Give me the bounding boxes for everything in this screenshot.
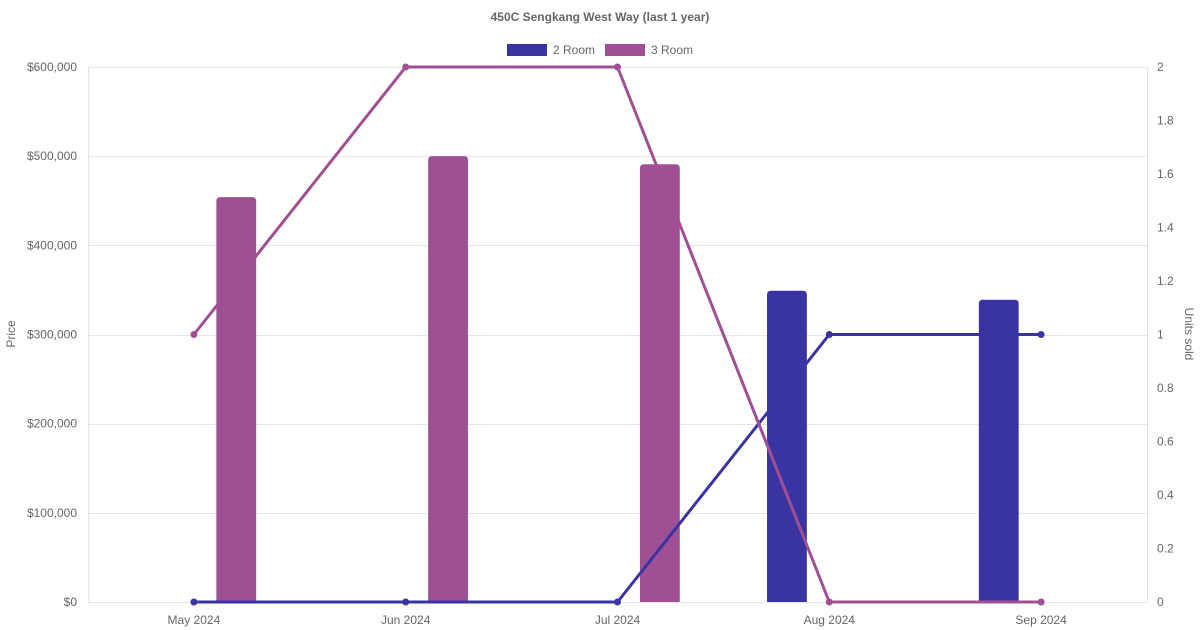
- right-tick-label: 1.8: [1157, 114, 1174, 128]
- bar-2-room: [767, 290, 807, 602]
- x-axis-ticks: May 2024 Jun 2024 Jul 2024 Aug 2024 Sep 2024: [168, 613, 1068, 627]
- legend: 2 Room 3 Room: [506, 43, 693, 57]
- point-3-room: [614, 63, 621, 71]
- left-axis-title: Price: [4, 320, 18, 348]
- x-tick-label: Jul 2024: [595, 613, 641, 627]
- x-tick-label: May 2024: [168, 613, 221, 627]
- legend-swatch: [605, 44, 645, 56]
- bars-layer: [216, 156, 1019, 603]
- point-3-room: [190, 331, 198, 338]
- point-3-room: [825, 598, 833, 606]
- point-2-room: [825, 331, 833, 338]
- right-tick-label: 1.6: [1157, 167, 1174, 181]
- bar-2-room: [978, 299, 1019, 602]
- bar-3-room: [639, 164, 680, 603]
- right-tick-label: 1: [1157, 328, 1164, 342]
- right-tick-label: 0: [1157, 595, 1164, 609]
- right-tick-label: 0.8: [1157, 381, 1174, 395]
- right-axis-title: Units sold: [1182, 308, 1196, 361]
- lines-layer: [190, 63, 1045, 606]
- bar-3-room: [428, 156, 468, 602]
- point-2-room: [1037, 331, 1045, 338]
- right-tick-label: 0.6: [1157, 435, 1174, 449]
- right-axis-ticks: 0 0.2 0.4 0.6 0.8 1 1.2 1.4 1.6 1.8 2: [1157, 60, 1174, 609]
- right-tick-label: 1.2: [1157, 274, 1174, 288]
- left-axis-ticks: $0 $100,000 $200,000 $300,000 $400,000 $500,0…: [27, 60, 77, 609]
- left-tick-label: $500,000: [27, 149, 77, 163]
- legend-swatch: [506, 44, 547, 56]
- point-3-room: [402, 63, 410, 71]
- point-3-room: [1037, 598, 1045, 606]
- x-tick-label: Sep 2024: [1015, 613, 1067, 627]
- left-tick-label: $200,000: [27, 417, 77, 431]
- line-2-room: [193, 333, 1042, 604]
- left-tick-label: $0: [64, 595, 78, 609]
- left-tick-label: $100,000: [27, 506, 77, 520]
- left-tick-label: $300,000: [27, 328, 77, 342]
- right-tick-label: 0.2: [1157, 542, 1174, 556]
- bar-3-room: [216, 197, 257, 602]
- point-2-room: [190, 598, 198, 606]
- right-tick-label: 1.4: [1157, 221, 1174, 235]
- left-tick-label: $600,000: [27, 60, 77, 74]
- point-2-room: [614, 598, 621, 606]
- legend-label: 3 Room: [651, 43, 693, 57]
- left-tick-label: $400,000: [27, 238, 77, 252]
- x-tick-label: Jun 2024: [381, 613, 431, 627]
- chart-title: 450C Sengkang West Way (last 1 year): [491, 10, 710, 24]
- right-tick-label: 2: [1157, 60, 1164, 74]
- legend-label: 2 Room: [553, 43, 595, 57]
- point-2-room: [402, 598, 410, 606]
- x-tick-label: Aug 2024: [804, 613, 856, 627]
- right-tick-label: 0.4: [1157, 488, 1174, 502]
